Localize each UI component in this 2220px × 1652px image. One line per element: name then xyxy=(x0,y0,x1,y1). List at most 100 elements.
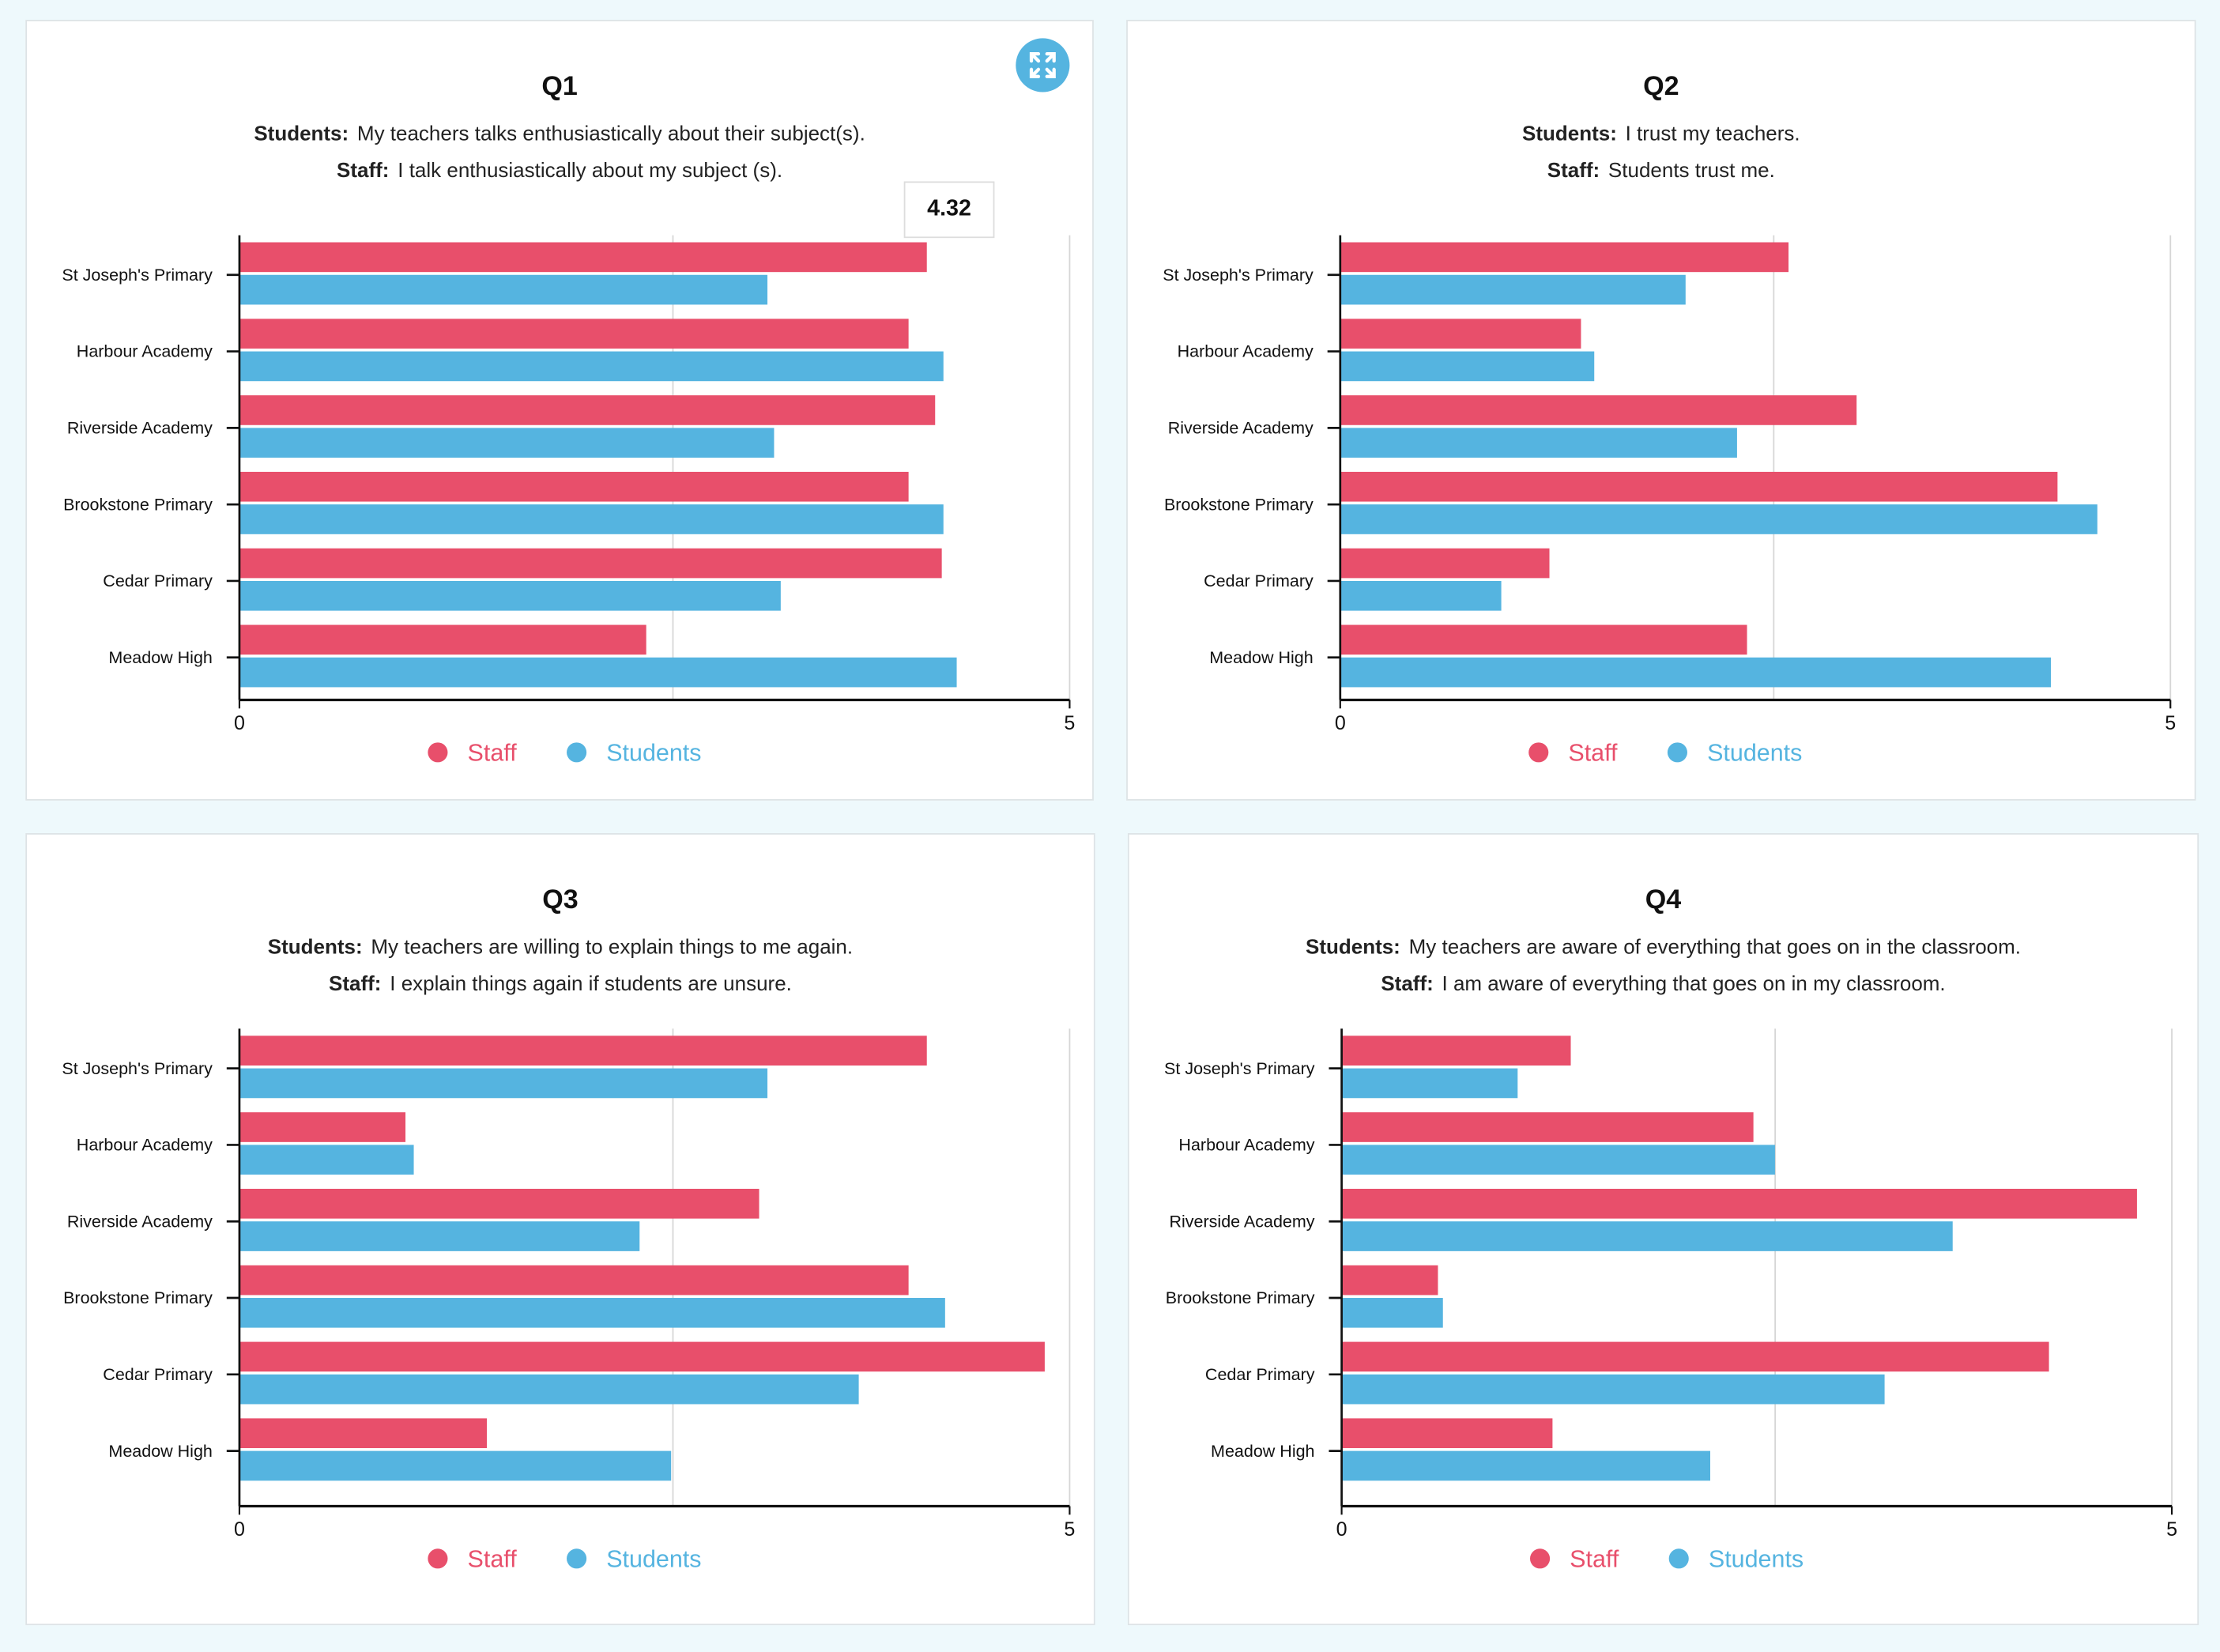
staff-label: Staff: xyxy=(1381,973,1434,997)
bar-staff xyxy=(239,1341,1045,1372)
bar-staff xyxy=(1341,1112,1754,1142)
y-tick-label: Riverside Academy xyxy=(1168,419,1314,438)
legend-marker-staff xyxy=(1528,742,1549,763)
bar-students xyxy=(239,504,944,534)
staff-text: I talk enthusiastically about my subject… xyxy=(398,160,783,183)
bar-students xyxy=(1340,580,1502,611)
legend-marker-students xyxy=(1667,742,1687,763)
bar-students xyxy=(1341,1221,1953,1251)
staff-question: Staff: I am aware of everything that goes… xyxy=(1129,974,2198,997)
bar-students xyxy=(239,1068,768,1099)
x-tick-label: 5 xyxy=(2165,712,2176,734)
bar-students xyxy=(239,1298,945,1328)
bar-staff xyxy=(239,1035,927,1066)
y-tick-label: Riverside Academy xyxy=(67,419,213,438)
students-text: My teachers are aware of everything that… xyxy=(1408,936,2022,960)
bar-students xyxy=(1341,1374,1885,1405)
students-label: Students: xyxy=(267,936,363,960)
y-tick-label: Riverside Academy xyxy=(67,1212,213,1231)
legend-label-students: Students xyxy=(606,740,701,767)
bar-staff xyxy=(1340,319,1581,349)
y-tick-label: Brookstone Primary xyxy=(1166,1288,1315,1307)
students-label: Students: xyxy=(1522,123,1617,146)
x-tick-label: 0 xyxy=(234,712,245,734)
y-tick-label: Meadow High xyxy=(108,648,212,667)
staff-question: Staff: I explain things again if students… xyxy=(27,974,1094,997)
bar-students xyxy=(239,1450,672,1481)
bar-staff xyxy=(239,1265,909,1296)
y-tick-label: Cedar Primary xyxy=(1205,1365,1315,1384)
y-tick-label: Harbour Academy xyxy=(1178,342,1314,361)
chart-title: Q3 xyxy=(542,885,579,916)
y-tick-label: Cedar Primary xyxy=(103,1365,213,1384)
students-label: Students: xyxy=(254,123,349,146)
y-tick-label: Meadow High xyxy=(1209,648,1313,667)
bar-staff xyxy=(1340,395,1857,425)
staff-text: Students trust me. xyxy=(1608,160,1775,183)
y-tick-label: St Joseph's Primary xyxy=(1164,1059,1315,1078)
legend-marker-staff xyxy=(428,742,448,763)
bar-chart-q4: St Joseph's Primary Harbour Academy Rivers… xyxy=(1164,1028,2177,1573)
legend-label-staff: Staff xyxy=(1568,740,1618,767)
legend-marker-staff xyxy=(1530,1548,1551,1569)
y-tick-label: St Joseph's Primary xyxy=(62,1059,213,1078)
legend-label-staff: Staff xyxy=(468,740,518,767)
legend-label-staff: Staff xyxy=(1570,1546,1619,1573)
chart-panel-q4: Q4 Students: My teachers are aware of eve… xyxy=(1127,833,2199,1626)
students-question: Students: My teachers are willing to expl… xyxy=(27,937,1094,960)
y-tick-label: Meadow High xyxy=(108,1442,212,1461)
bar-chart-q1: St Joseph's Primary Harbour Academy Rivers… xyxy=(62,235,1075,767)
x-tick-label: 5 xyxy=(1064,1518,1075,1541)
legend-marker-students xyxy=(567,742,587,763)
legend-label-students: Students xyxy=(1709,1546,1804,1573)
bar-staff xyxy=(239,624,646,655)
bar-students xyxy=(239,428,775,458)
bar-staff xyxy=(1340,471,2058,502)
legend-label-staff: Staff xyxy=(468,1546,518,1573)
expand-button[interactable] xyxy=(1016,38,1070,92)
bar-staff xyxy=(1340,624,1747,655)
y-tick-label: Brookstone Primary xyxy=(1164,495,1314,514)
bar-students xyxy=(239,1221,640,1251)
bar-chart-q3: St Joseph's Primary Harbour Academy Rivers… xyxy=(62,1028,1075,1573)
chart-title: Q1 xyxy=(541,72,578,103)
bar-students xyxy=(1340,504,2098,534)
bar-students xyxy=(239,274,768,305)
expand-arrows-icon xyxy=(1029,51,1056,78)
students-text: I trust my teachers. xyxy=(1625,123,1800,146)
x-tick-label: 0 xyxy=(1335,712,1346,734)
value-tooltip: 4.32 xyxy=(903,181,995,239)
chart-panel-q2: Q2 Students: I trust my teachers. Staff: S… xyxy=(1126,20,2196,801)
bar-students xyxy=(1341,1450,1710,1481)
bar-staff xyxy=(1341,1341,2049,1372)
bar-staff xyxy=(1341,1188,2137,1219)
bar-students xyxy=(1341,1068,1518,1099)
bar-students xyxy=(1340,274,1686,305)
legend-label-students: Students xyxy=(1707,740,1802,767)
x-tick-label: 5 xyxy=(2166,1518,2177,1541)
legend-marker-students xyxy=(1668,1548,1689,1569)
chart-title: Q2 xyxy=(1643,72,1679,103)
staff-text: I am aware of everything that goes on in… xyxy=(1442,973,1946,997)
y-tick-label: St Joseph's Primary xyxy=(62,266,213,285)
bar-students xyxy=(1341,1298,1443,1328)
staff-question: Staff: Students trust me. xyxy=(1128,160,2195,183)
y-tick-label: Brookstone Primary xyxy=(63,495,213,514)
y-tick-label: Cedar Primary xyxy=(103,571,213,590)
y-tick-label: Harbour Academy xyxy=(1178,1136,1314,1155)
bar-students xyxy=(239,580,781,611)
bar-staff xyxy=(239,471,909,502)
legend-marker-students xyxy=(567,1548,587,1569)
y-tick-label: Meadow High xyxy=(1211,1442,1314,1461)
y-tick-label: Harbour Academy xyxy=(77,342,213,361)
x-tick-label: 5 xyxy=(1064,712,1075,734)
y-tick-label: Harbour Academy xyxy=(77,1136,213,1155)
y-tick-label: St Joseph's Primary xyxy=(1163,266,1314,285)
bar-students xyxy=(239,657,957,688)
bar-chart-q2: St Joseph's Primary Harbour Academy Rivers… xyxy=(1163,235,2176,767)
staff-label: Staff: xyxy=(337,160,390,183)
staff-label: Staff: xyxy=(1547,160,1600,183)
legend-label-students: Students xyxy=(606,1546,701,1573)
staff-text: I explain things again if students are u… xyxy=(390,973,792,997)
